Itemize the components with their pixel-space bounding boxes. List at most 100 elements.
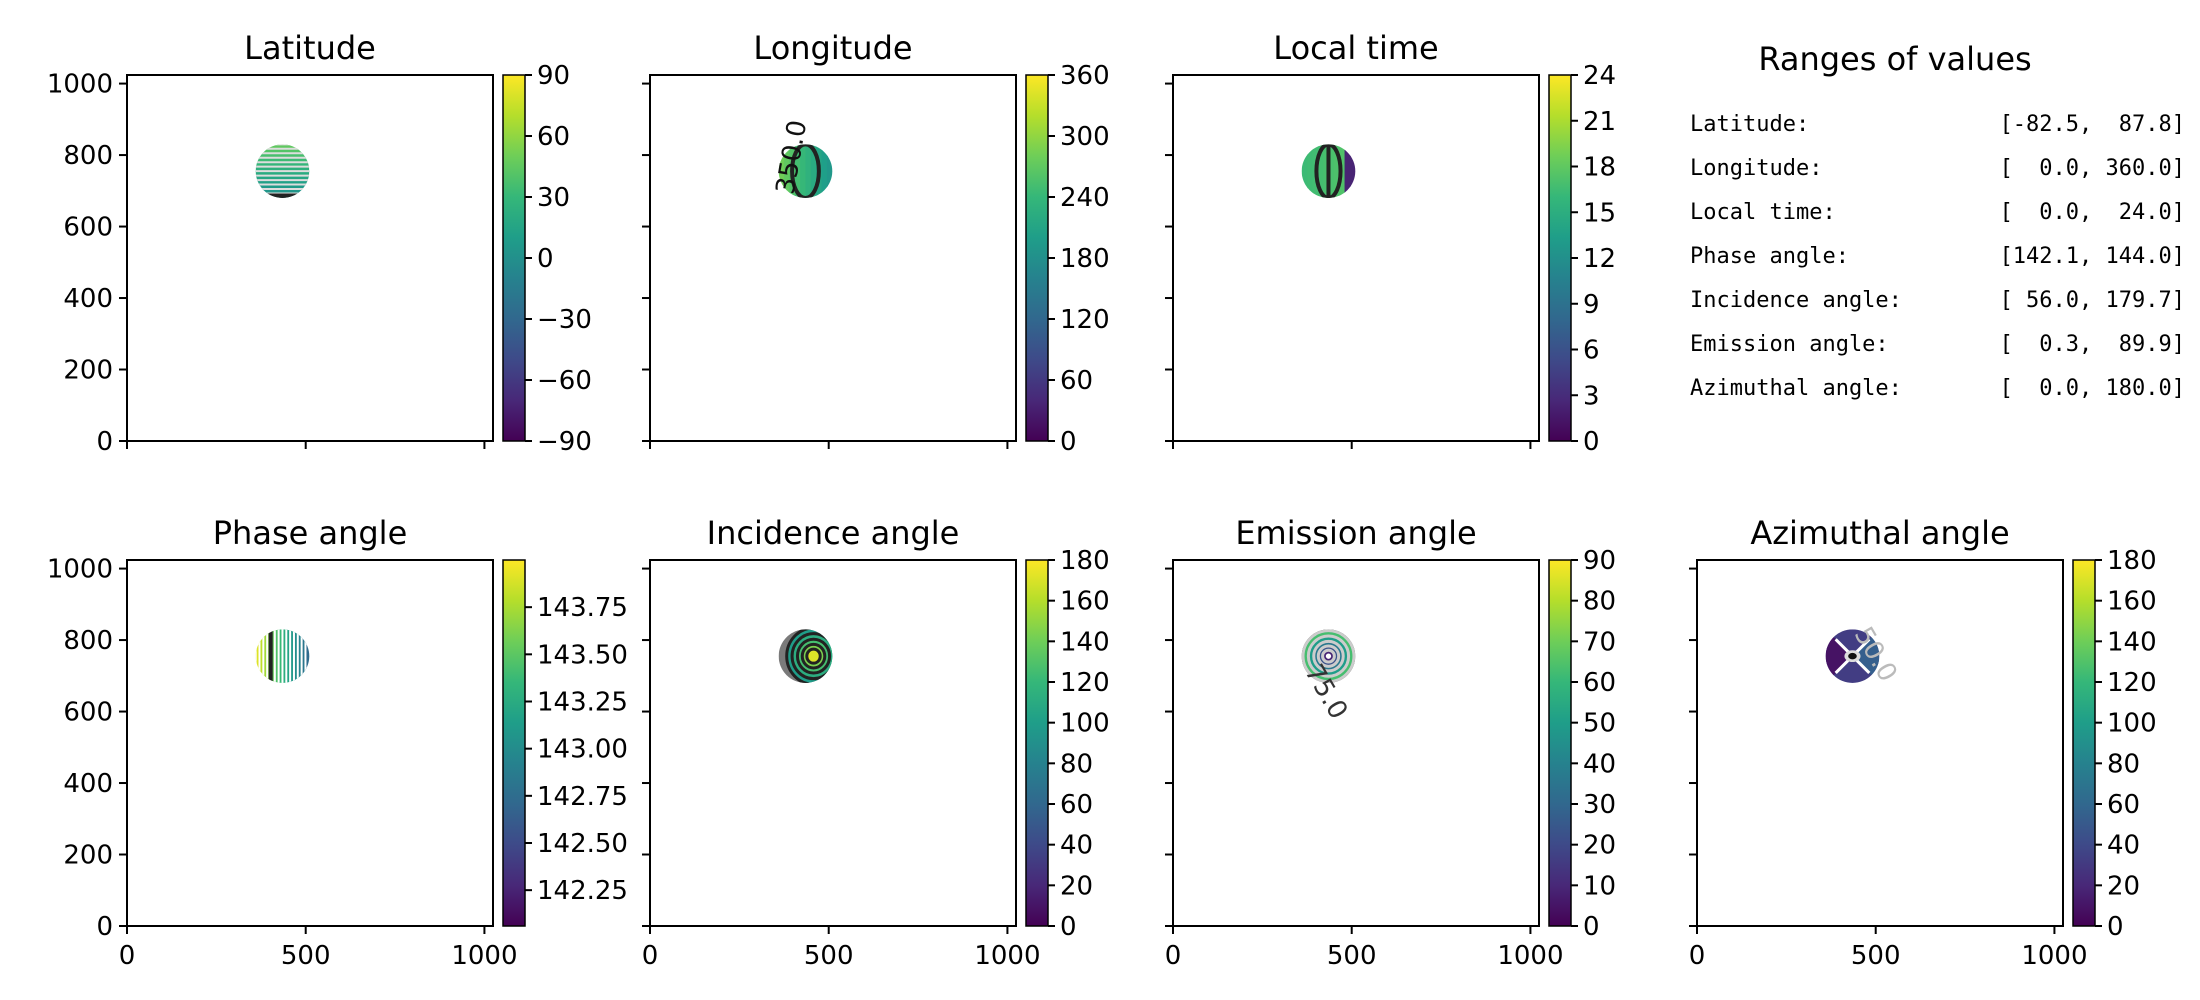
- phase-band: [274, 629, 280, 683]
- colorbar-tick-label: 90: [1583, 546, 1616, 576]
- x-tick-label: 0: [642, 941, 659, 971]
- longitude-contour: [790, 144, 821, 198]
- colorbar-tick-label: 360: [1060, 61, 1110, 91]
- colorbar-tick-label: 80: [1060, 749, 1093, 779]
- colorbar-tick-label: 140: [1060, 627, 1110, 657]
- colorbar-tick-label: 30: [537, 183, 570, 213]
- planet-disk: [255, 629, 310, 683]
- azimuth-sector: [1852, 629, 1880, 683]
- colorbar-tick-label: 240: [1060, 183, 1110, 213]
- x-tick-label: 0: [119, 941, 136, 971]
- colorbar-tick-label: 12: [1583, 244, 1616, 274]
- colorbar-tick-label: 18: [1583, 153, 1616, 183]
- phase-band: [293, 629, 299, 683]
- colorbar-tick-label: 90: [537, 61, 570, 91]
- longitude-band: [805, 144, 812, 198]
- subplot: Local time 0 3 6 9 12 15 18 21 24: [1165, 29, 1616, 457]
- phase-band: [286, 629, 292, 683]
- colorbar-tick-label: 143.75: [537, 593, 628, 623]
- colorbar-tick-label: 0: [537, 244, 554, 274]
- range-label: Emission angle:: [1690, 332, 1889, 357]
- local-time-band: [1344, 144, 1351, 198]
- colorbar-tick-label: 120: [1060, 305, 1110, 335]
- y-tick-label: 800: [63, 141, 113, 171]
- subplot-title: Emission angle: [1235, 514, 1476, 552]
- colorbar-tick-label: 10: [1583, 871, 1616, 901]
- x-tick-label: 1000: [1497, 941, 1563, 971]
- local-time-band: [1349, 144, 1356, 198]
- colorbar: [1548, 74, 1572, 442]
- subplot-title: Azimuthal angle: [1750, 514, 2009, 552]
- latitude-band: [255, 144, 310, 150]
- x-tick-label: 1000: [2021, 941, 2087, 971]
- colorbar-tick-label: 40: [1060, 831, 1093, 861]
- phase-band: [263, 629, 269, 683]
- x-tick-label: 1000: [451, 941, 517, 971]
- longitude-band: [778, 144, 786, 198]
- y-tick-label: 400: [63, 769, 113, 799]
- colorbar-tick-label: 160: [2107, 587, 2157, 617]
- longitude-band: [810, 144, 818, 198]
- colorbar-tick-label: 142.25: [537, 876, 628, 906]
- y-tick-label: 0: [96, 427, 113, 457]
- colorbar-tick-label: 6: [1583, 336, 1600, 366]
- local-time-band: [1323, 144, 1330, 198]
- y-tick-label: 1000: [47, 70, 113, 100]
- phase-band: [305, 629, 310, 683]
- colorbar-tick-label: 142.50: [537, 829, 628, 859]
- planet-disk: [1301, 144, 1356, 198]
- local-time-band: [1301, 144, 1309, 198]
- latitude-band: [255, 157, 310, 164]
- latitude-band: [255, 148, 310, 155]
- colorbar-tick-label: 80: [1583, 587, 1616, 617]
- local-time-band: [1328, 144, 1335, 198]
- y-tick-label: 200: [63, 841, 113, 871]
- axes-frame: [1172, 74, 1540, 442]
- range-label: Latitude:: [1690, 112, 1810, 137]
- latitude-band: [255, 180, 310, 186]
- latitude-band: [255, 153, 310, 159]
- colorbar-tick-label: 70: [1583, 627, 1616, 657]
- local-time-band: [1307, 144, 1314, 198]
- colorbar-tick-label: 80: [2107, 749, 2140, 779]
- incidence-ring: [805, 647, 822, 665]
- axes-frame: [126, 74, 494, 442]
- colorbar-tick-label: 0: [2107, 912, 2124, 942]
- colorbar-tick-label: 100: [2107, 709, 2157, 739]
- y-tick-label: 1000: [47, 555, 113, 585]
- axes-frame: [649, 74, 1017, 442]
- colorbar-tick-label: 40: [1583, 749, 1616, 779]
- subplot-title: Latitude: [244, 29, 376, 67]
- colorbar-tick-label: 160: [1060, 587, 1110, 617]
- colorbar-tick-label: 180: [1060, 546, 1110, 576]
- colorbar-tick-label: 143.25: [537, 687, 628, 717]
- axes-frame: [649, 559, 1017, 927]
- range-label: Phase angle:: [1690, 244, 1849, 269]
- range-value: [ 0.0, 360.0]: [1999, 156, 2185, 181]
- longitude-band: [800, 144, 807, 198]
- colorbar-tick-label: 0: [1583, 427, 1600, 457]
- colorbar-tick-label: 300: [1060, 122, 1110, 152]
- colorbar-tick-label: 21: [1583, 107, 1616, 137]
- latitude-band: [255, 189, 310, 195]
- range-value: [142.1, 144.0]: [1999, 244, 2185, 269]
- x-tick-label: 0: [1689, 941, 1706, 971]
- subplot-title: Phase angle: [213, 514, 408, 552]
- colorbar: [1548, 559, 1572, 927]
- phase-band: [270, 629, 276, 683]
- phase-band: [278, 629, 284, 683]
- colorbar-tick-label: 20: [2107, 871, 2140, 901]
- subplot: Phase angle 0 500 1000 0 200 400 600 800 1000 142.…: [47, 514, 628, 971]
- colorbar-tick-label: 60: [537, 122, 570, 152]
- x-tick-label: 500: [1851, 941, 1901, 971]
- longitude-band: [784, 144, 791, 198]
- phase-band: [255, 629, 261, 683]
- colorbar-tick-label: 15: [1583, 198, 1616, 228]
- colorbar-tick-label: 60: [2107, 790, 2140, 820]
- planet-disk: [778, 144, 833, 198]
- colorbar-tick-label: 9: [1583, 290, 1600, 320]
- colorbar-tick-label: 60: [1060, 790, 1093, 820]
